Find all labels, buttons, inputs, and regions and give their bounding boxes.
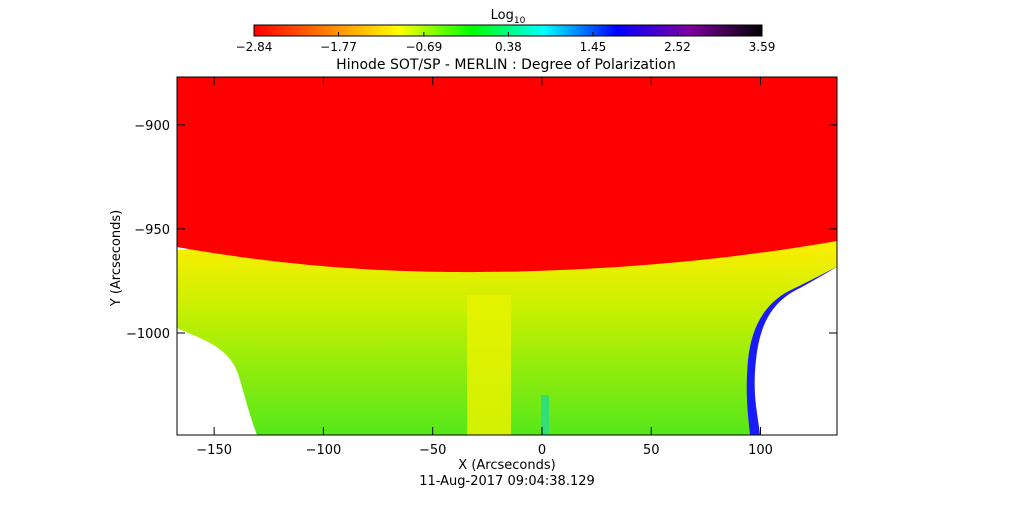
y-tick-label: −950: [134, 223, 170, 238]
colorbar-tick-label: 3.59: [749, 40, 776, 54]
y-axis-label: Y (Arcseconds): [109, 210, 124, 307]
colorbar: Log10 −2.84 −1.77 −0.69 0.38 1.45 2.52 3.59: [236, 8, 776, 54]
x-tick-label: 0: [538, 443, 546, 458]
plot-frame: [176, 76, 838, 436]
colorbar-ticks: −2.84 −1.77 −0.69 0.38 1.45 2.52 3.59: [236, 32, 776, 54]
colorbar-tick-label: 0.38: [495, 40, 522, 54]
colorbar-tick-label: −2.84: [236, 40, 273, 54]
x-tick-label: −150: [196, 443, 232, 458]
region-streak: [467, 295, 511, 435]
colorbar-tick-label: −1.77: [320, 40, 357, 54]
x-axis: −150 −100 −50 0 50 100: [196, 77, 773, 458]
colorbar-label-subscript: 10: [514, 16, 526, 26]
colorbar-tick-label: 1.45: [580, 40, 607, 54]
region-disk: [177, 77, 837, 273]
colorbar-label: Log10: [491, 8, 526, 26]
y-tick-label: −900: [134, 119, 170, 134]
region-feature: [541, 395, 549, 435]
y-axis: −900 −950 −1000: [126, 119, 837, 342]
x-tick-label: 50: [643, 443, 660, 458]
plot-area: [177, 77, 837, 435]
x-tick-label: 100: [748, 443, 773, 458]
colorbar-tick-label: −0.69: [405, 40, 442, 54]
x-tick-label: −50: [419, 443, 446, 458]
y-tick-label: −1000: [126, 327, 170, 342]
colorbar-tick-label: 2.52: [664, 40, 691, 54]
x-axis-label: X (Arcseconds): [458, 458, 555, 473]
chart-title: Hinode SOT/SP - MERLIN : Degree of Polar…: [336, 57, 676, 73]
x-tick-label: −100: [306, 443, 342, 458]
timestamp: 11-Aug-2017 09:04:38.129: [419, 474, 595, 489]
